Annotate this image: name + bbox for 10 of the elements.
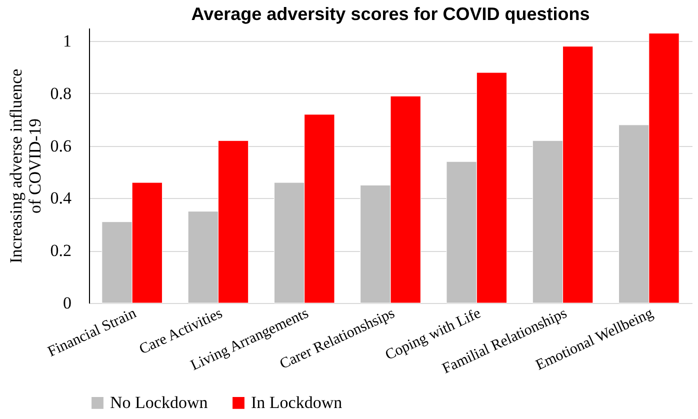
y-tick-label: 0.8 <box>50 84 72 103</box>
legend-label: No Lockdown <box>110 392 208 412</box>
y-tick-label: 0 <box>63 294 72 312</box>
y-axis-title: Increasing adverse influence of COVID-19 <box>6 68 44 264</box>
y-tick-label: 0.4 <box>50 188 72 208</box>
y-tick-label: 0.6 <box>50 136 72 156</box>
chart-title: Average adversity scores for COVID questions <box>191 4 590 24</box>
y-tick-label: 0.2 <box>50 241 72 260</box>
y-tick-label: 1 <box>63 32 72 51</box>
legend-label: In Lockdown <box>251 392 343 412</box>
